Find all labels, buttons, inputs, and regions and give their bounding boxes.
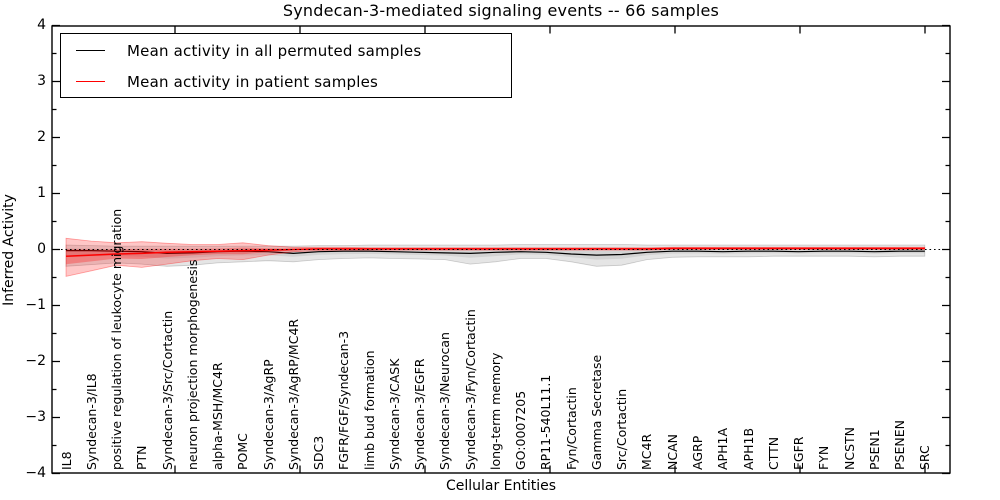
legend-label: Mean activity in all permuted samples (127, 41, 422, 60)
x-axis-label: Cellular Entities (445, 478, 557, 494)
legend-item-permuted: Mean activity in all permuted samples (61, 36, 511, 65)
axis-ticks (52, 24, 950, 475)
y-tick-label: −2 (25, 353, 46, 369)
legend: Mean activity in all permuted samples Me… (60, 33, 512, 98)
patient-mean-line (65, 247, 925, 257)
y-tick-label: 1 (37, 185, 46, 201)
legend-item-patient: Mean activity in patient samples (61, 67, 511, 96)
y-tick-label: 4 (37, 17, 46, 33)
y-tick-label: −1 (25, 297, 46, 313)
y-tick-label: −4 (25, 465, 46, 481)
y-tick-label: 3 (37, 73, 46, 89)
patient-line-sample (76, 81, 105, 82)
legend-label: Mean activity in patient samples (127, 72, 379, 91)
y-tick-label: 2 (37, 129, 46, 145)
chart-title: Syndecan-3-mediated signaling events -- … (282, 1, 720, 20)
y-tick-label: −3 (25, 409, 46, 425)
permuted-line-sample (76, 50, 105, 51)
y-tick-label: 0 (37, 241, 46, 257)
